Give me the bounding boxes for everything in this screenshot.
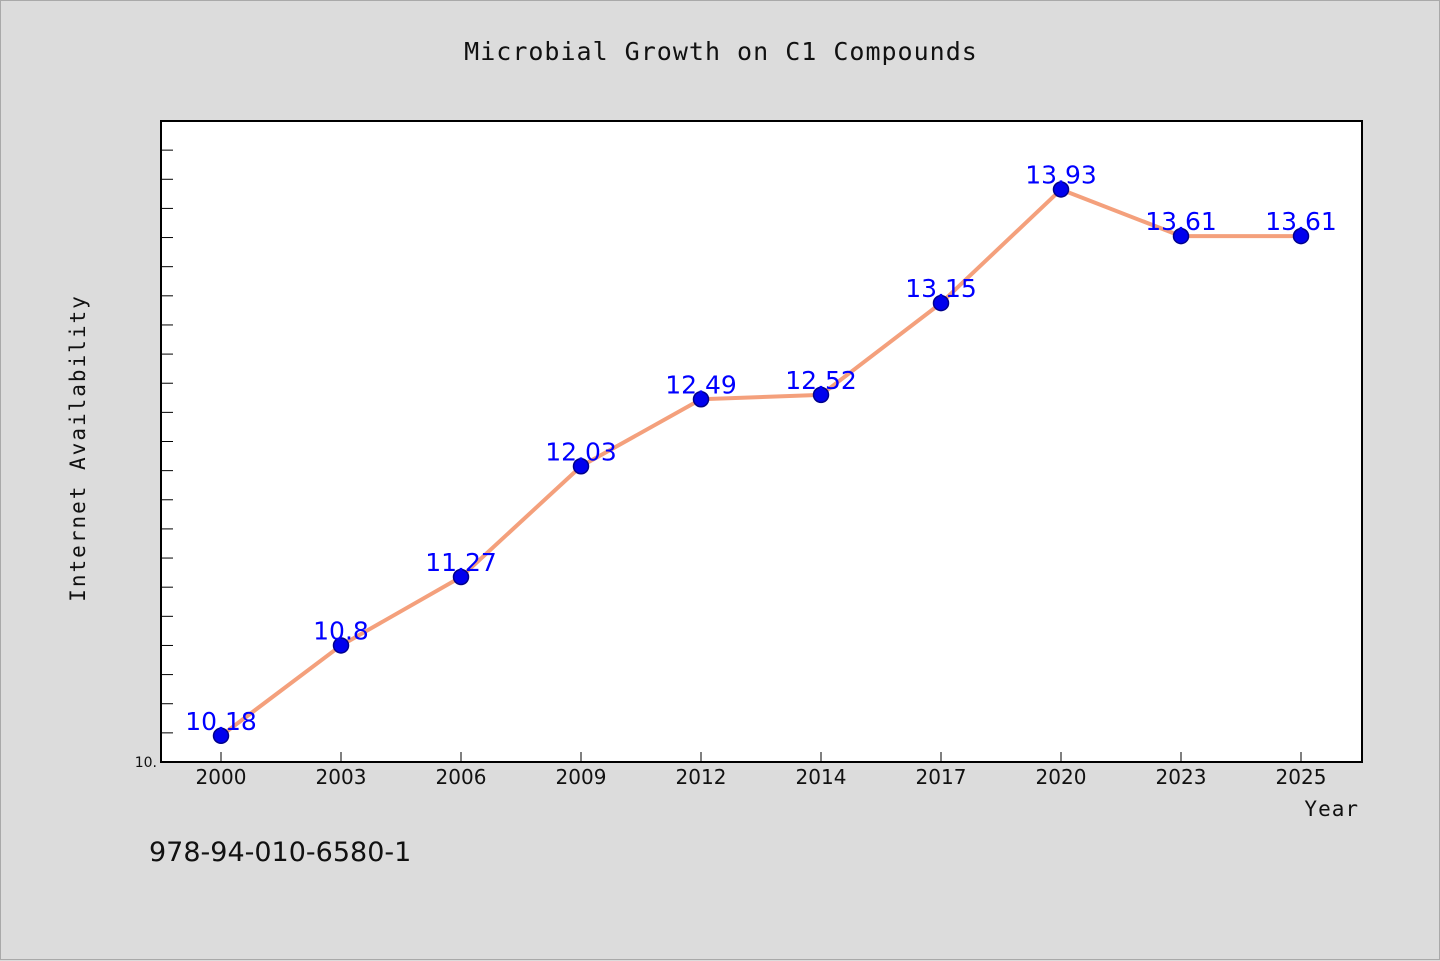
data-label: 12.52: [785, 366, 857, 395]
x-tick-label: 2017: [916, 765, 967, 789]
y-ticks: 10.: [135, 149, 173, 771]
data-label: 12.49: [665, 370, 737, 399]
chart-title: Microbial Growth on C1 Compounds: [464, 37, 978, 66]
data-label: 11.27: [425, 548, 497, 577]
data-label: 13.93: [1025, 160, 1097, 189]
x-tick-label: 2006: [436, 765, 487, 789]
x-tick-label: 2023: [1156, 765, 1207, 789]
data-point: [452, 568, 470, 586]
data-point: [212, 727, 230, 745]
x-axis-label: Year: [1304, 797, 1359, 821]
plot-frame: [160, 120, 1363, 763]
x-tick-label: 2025: [1276, 765, 1327, 789]
data-label: 13.15: [905, 274, 977, 303]
data-point: [932, 294, 950, 312]
footer-code: 978-94-010-6580-1: [149, 837, 412, 868]
x-tick-label: 2003: [316, 765, 367, 789]
data-point: [812, 386, 830, 404]
data-label: 10.18: [185, 707, 257, 736]
y-tick-label: 10.: [135, 755, 157, 771]
x-tick-label: 2020: [1036, 765, 1087, 789]
data-label: 10.8: [313, 616, 369, 645]
data-point: [1172, 227, 1190, 245]
x-tick-label: 2012: [676, 765, 727, 789]
data-label: 13.61: [1145, 207, 1217, 236]
x-tick-label: 2014: [796, 765, 847, 789]
data-label: 12.03: [545, 437, 617, 466]
markers: [212, 181, 1310, 745]
data-point: [1052, 181, 1070, 198]
data-point: [332, 637, 350, 654]
data-point: [572, 458, 590, 475]
x-tick-label: 2000: [196, 765, 247, 789]
series-line: [219, 187, 1301, 738]
x-tick-label: 2009: [556, 765, 607, 789]
x-ticks: 2000 2003 2006 2009 2012 2014 2017 2020 2023 2025: [196, 752, 1327, 789]
data-labels: 10.18 10.8 11.27 12.03 12.49 12.52 13.15 13.93 1…: [185, 160, 1337, 735]
data-point: [1292, 227, 1310, 245]
data-label: 13.61: [1265, 207, 1337, 236]
data-point: [692, 391, 710, 408]
